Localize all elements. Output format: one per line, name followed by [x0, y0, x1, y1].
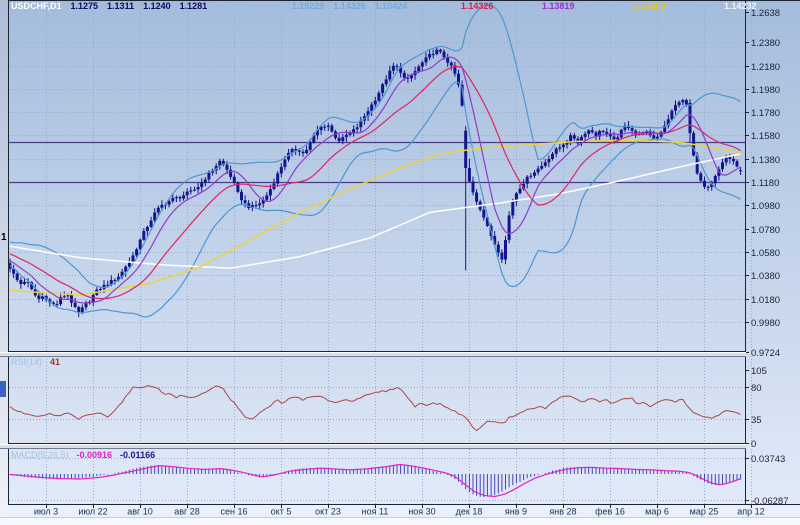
rsi-current-value: 41 [50, 357, 61, 367]
macd-main-value: -0.00916 [76, 450, 113, 460]
pane-separator-rsi-macd[interactable] [0, 444, 746, 449]
svg-text:мар 25: мар 25 [690, 507, 719, 517]
symbol-period-label: USDCHF,D1 [11, 1, 62, 11]
rsi-info-bar: RSI(14) 41 [11, 357, 68, 367]
svg-text:1.1180: 1.1180 [751, 178, 779, 189]
chart-shift-marker: 1 [1, 232, 7, 243]
svg-text:ноя 30: ноя 30 [408, 507, 435, 517]
date-axis-labels: июл 3 июл 22 авг 10 авг 28 сен 16 окт 5 окт 23… [34, 505, 765, 517]
macd-signal-value: -0.01166 [120, 450, 156, 460]
svg-text:1.2638: 1.2638 [751, 8, 780, 19]
bottom-scroll-strip[interactable] [0, 517, 800, 525]
price-axis-labels: 1.2638 1.2380 1.2180 1.1980 1.1780 1.1580 1.13… [746, 8, 789, 507]
date-strip-background [0, 505, 800, 517]
svg-text:фев 16: фев 16 [595, 507, 625, 517]
svg-text:ноя 11: ноя 11 [362, 507, 389, 517]
svg-text:1.0380: 1.0380 [751, 271, 780, 282]
sma200-value: 1.14232 [724, 1, 757, 11]
svg-text:янв 9: янв 9 [505, 507, 527, 517]
close-value: 1.1281 [179, 1, 208, 11]
svg-text:1.1380: 1.1380 [751, 155, 780, 166]
svg-text:1.1780: 1.1780 [751, 108, 780, 119]
ohlc-info-bar: USDCHF,D1 1.1275 1.1311 1.1240 1.1281 Bands(2… [11, 1, 766, 11]
sma21-label: SMA(21) [416, 1, 452, 11]
high-value: 1.1311 [107, 1, 135, 11]
svg-text:0.9980: 0.9980 [751, 318, 780, 329]
svg-text:1.0780: 1.0780 [751, 225, 780, 236]
horizontal-level-lines[interactable] [9, 141, 745, 184]
macd-signal-line [9, 463, 741, 498]
sma100-label: SMA(100) [583, 1, 624, 11]
svg-text:1.0980: 1.0980 [751, 201, 780, 212]
sma200-label: SMA(200) [674, 1, 716, 11]
svg-text:1.1580: 1.1580 [751, 131, 780, 142]
sma21-line [9, 65, 741, 300]
left-margin-strip: 1 [0, 0, 8, 517]
svg-text:окт 5: окт 5 [271, 507, 292, 517]
svg-text:0: 0 [751, 439, 756, 450]
price-axis[interactable] [746, 0, 800, 505]
svg-text:дек 18: дек 18 [456, 507, 483, 517]
scroll-thumb-mark [0, 381, 6, 397]
svg-text:1.2380: 1.2380 [751, 38, 780, 49]
svg-text:105: 105 [751, 366, 767, 377]
sma21-value: 1.14326 [460, 1, 494, 11]
svg-text:мар 6: мар 6 [645, 507, 669, 517]
svg-text:янв 28: янв 28 [549, 507, 576, 517]
svg-text:35: 35 [751, 415, 762, 426]
pane-borders [0, 0, 800, 505]
low-value: 1.1240 [143, 1, 171, 11]
sma9-value: 1.13819 [541, 1, 575, 11]
pane-separator-main-rsi[interactable] [0, 352, 746, 357]
svg-text:авг 28: авг 28 [174, 507, 200, 517]
svg-text:1.0180: 1.0180 [751, 295, 780, 306]
sma200-line [9, 153, 741, 269]
svg-text:июл 3: июл 3 [34, 507, 58, 517]
svg-text:0.03743: 0.03743 [751, 454, 785, 465]
macd-indicator-label: MACD(5,26,5) [11, 450, 69, 460]
svg-text:80: 80 [751, 383, 762, 394]
svg-text:1.1980: 1.1980 [751, 85, 780, 96]
svg-text:окт 23: окт 23 [315, 507, 341, 517]
svg-text:авг 10: авг 10 [127, 507, 153, 517]
macd-info-bar: MACD(5,26,5) -0.00916 -0.01166 [11, 450, 163, 460]
svg-text:июл 22: июл 22 [78, 507, 107, 517]
time-axis[interactable] [0, 505, 800, 517]
bollinger-lower-line [9, 81, 741, 318]
svg-text:1.0580: 1.0580 [751, 248, 780, 259]
sma9-line [9, 56, 741, 304]
sma100-value: 1.14203 [632, 1, 666, 11]
bands-upper-value: 1.18229 [291, 1, 325, 11]
bollinger-upper-line [9, 3, 741, 289]
open-value: 1.1275 [70, 1, 99, 11]
bands-indicator-label: Bands(21,1.618) [216, 1, 283, 11]
rsi-line [9, 385, 741, 432]
sma9-label: SMA(9) [502, 1, 533, 11]
svg-text:1.2180: 1.2180 [751, 62, 780, 73]
bands-lower-value: 1.10424 [374, 1, 408, 11]
bands-middle-value: 1.14326 [333, 1, 366, 11]
rsi-indicator-label: RSI(14) [11, 357, 43, 367]
svg-text:-0.06287: -0.06287 [751, 496, 789, 507]
svg-text:апр 12: апр 12 [737, 507, 764, 517]
svg-text:0.9724: 0.9724 [751, 348, 780, 359]
svg-text:сен 16: сен 16 [221, 507, 248, 517]
